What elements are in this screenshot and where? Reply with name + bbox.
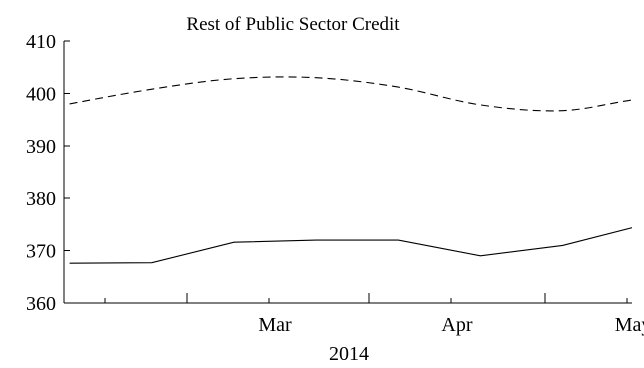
y-tick-label: 370 — [26, 241, 56, 263]
series-layer — [69, 76, 632, 264]
series-line-solid — [69, 227, 632, 264]
y-tick-label: 390 — [26, 136, 56, 158]
y-tick-label: 410 — [26, 31, 56, 53]
chart-title: Rest of Public Sector Credit — [186, 14, 400, 35]
x-tick-label: Apr — [441, 314, 472, 336]
y-tick-label: 380 — [26, 188, 56, 210]
x-tick-label: May — [615, 314, 644, 336]
x-tick-label: Mar — [258, 314, 292, 336]
y-axis: 360 370 380 390 400 410 — [26, 31, 70, 315]
x-axis: Mar Apr May — [64, 293, 644, 336]
y-tick-label: 400 — [26, 83, 56, 105]
series-line-dashed — [69, 76, 632, 112]
y-tick-label: 360 — [26, 293, 56, 315]
x-axis-label: 2014 — [329, 343, 369, 365]
